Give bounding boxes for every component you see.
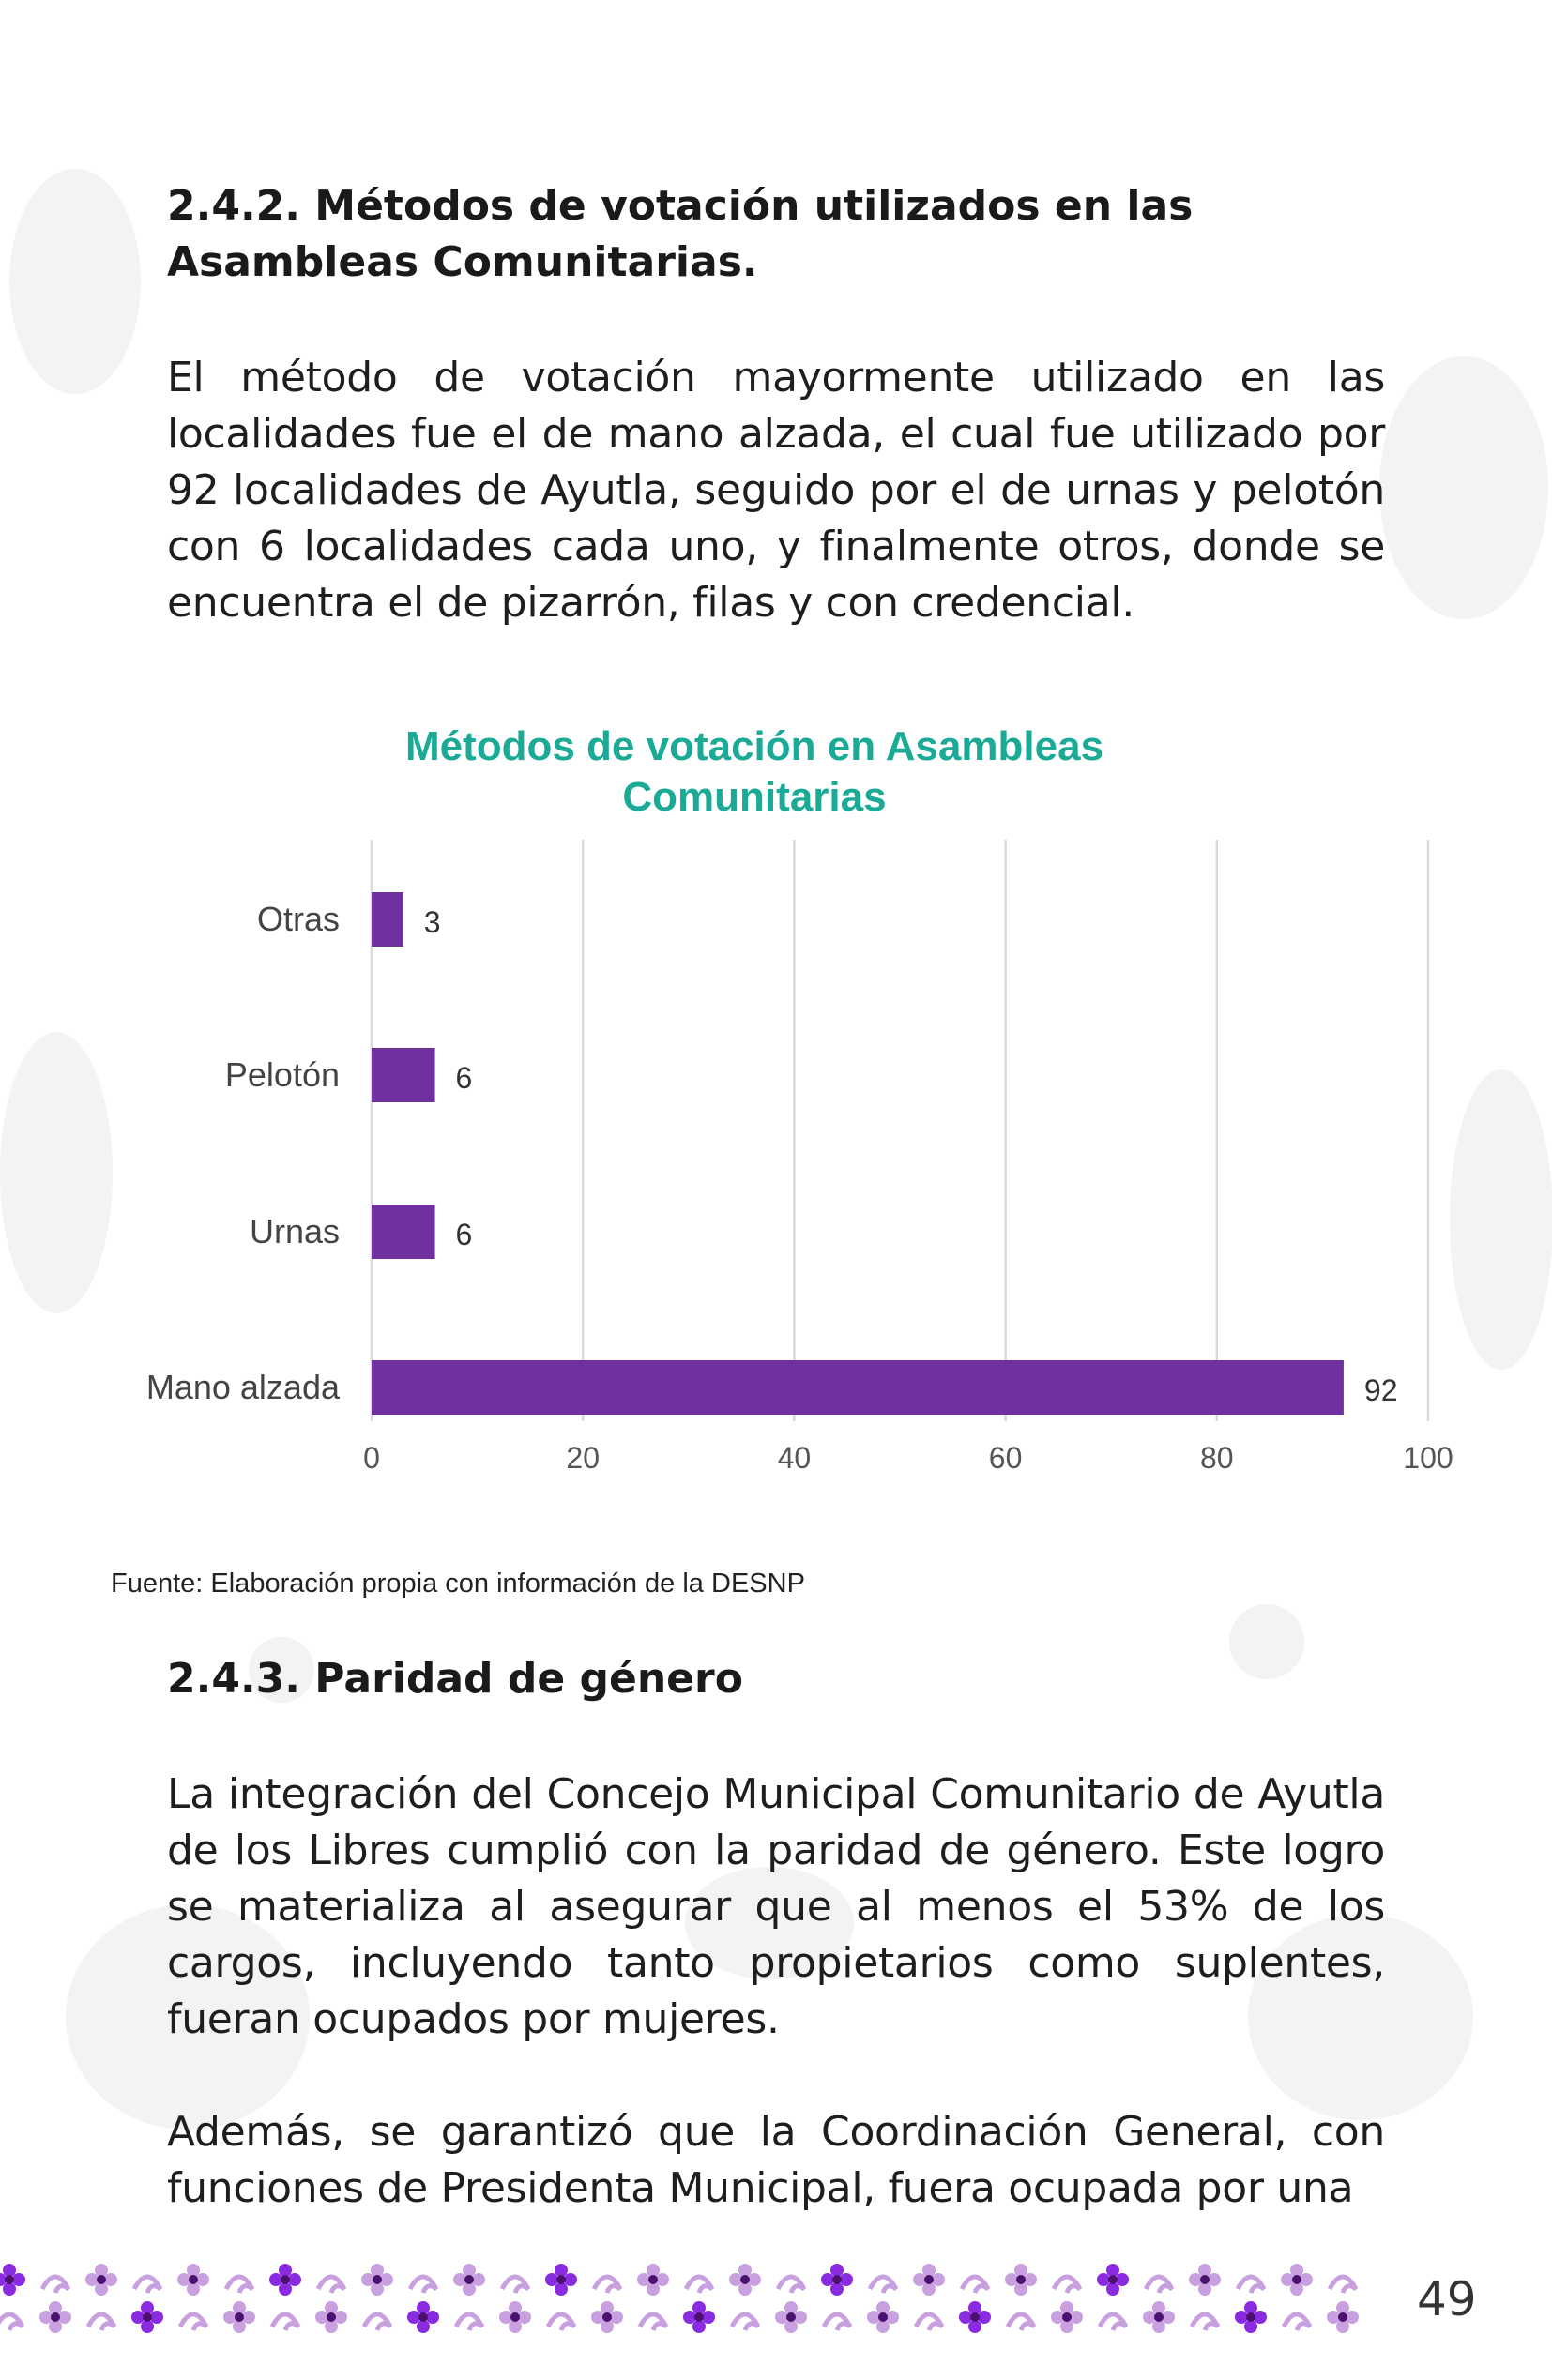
section-paragraph: La integración del Concejo Municipal Com…: [167, 1770, 1385, 2043]
embroidery-motif: [1189, 2264, 1221, 2331]
embroidery-motif: [1281, 2264, 1313, 2331]
data-label: 6: [456, 1218, 473, 1251]
embroidery-motif: [0, 2264, 25, 2331]
embroidery-motif: [1051, 2274, 1083, 2333]
embroidery-motif: [683, 2274, 715, 2333]
x-tick-label: 20: [566, 1441, 600, 1475]
category-label: Pelotón: [225, 1055, 340, 1094]
embroidery-motif: [729, 2264, 761, 2331]
chart-bars: [372, 892, 1344, 1415]
embroidery-motif: [269, 2264, 301, 2331]
chart-title-line1: Métodos de votación en Asambleas: [405, 723, 1103, 769]
embroidery-motif: [85, 2264, 117, 2331]
embroidery-motif: [453, 2264, 485, 2331]
chart-title-line2: Comunitarias: [622, 774, 886, 820]
data-label: 3: [424, 905, 441, 939]
bar-chart: Métodos de votación en Asambleas Comunit…: [146, 723, 1453, 1475]
bar: [372, 1360, 1344, 1415]
chart-labels: 0 20 40 60 80 100 Otras 3 Pelotón 6 Urnas 6 Mano alz…: [146, 900, 1453, 1475]
section-title: 2.4.2. Métodos de votación utilizados en…: [167, 182, 1194, 286]
x-tick-label: 100: [1403, 1441, 1453, 1475]
embroidery-motif: [1097, 2264, 1129, 2331]
data-label: 6: [456, 1061, 473, 1095]
embroidery-motif: [591, 2274, 623, 2333]
embroidery-motif: [131, 2274, 163, 2333]
embroidery-motif: [1327, 2274, 1359, 2333]
embroidery-motif: [545, 2264, 577, 2331]
embroidery-motif: [407, 2274, 439, 2333]
embroidery-motif: [775, 2274, 807, 2333]
section-title: 2.4.3. Paridad de género: [167, 1655, 743, 1703]
data-label: 92: [1364, 1373, 1398, 1407]
embroidery-motif: [1005, 2264, 1037, 2331]
embroidery-motif: [499, 2274, 531, 2333]
embroidery-motif: [177, 2264, 209, 2331]
category-label: Otras: [257, 900, 340, 938]
bar: [372, 1205, 435, 1259]
embroidery-motif: [1143, 2274, 1175, 2333]
section-paragraph: Además, se garantizó que la Coordinación…: [167, 2108, 1385, 2212]
embroidery-motif: [959, 2274, 991, 2333]
embroidery-motif: [223, 2274, 255, 2333]
embroidery-motif: [637, 2264, 669, 2331]
embroidery-motif: [361, 2264, 393, 2331]
embroidery-motif: [867, 2274, 899, 2333]
x-tick-label: 40: [778, 1441, 812, 1475]
bar: [372, 892, 403, 947]
embroidery-motif: [913, 2264, 945, 2331]
category-label: Urnas: [250, 1212, 340, 1251]
category-label: Mano alzada: [146, 1368, 341, 1406]
section-paragraph: El método de votación mayormente utiliza…: [167, 354, 1385, 627]
page-number: 49: [1417, 2272, 1477, 2327]
source-note: Fuente: Elaboración propia con informaci…: [111, 1569, 805, 1599]
embroidery-motif: [39, 2274, 71, 2333]
x-tick-label: 60: [989, 1441, 1023, 1475]
embroidery-footer-band: [0, 2264, 1359, 2333]
x-tick-label: 0: [363, 1441, 380, 1475]
embroidery-motif: [821, 2264, 853, 2331]
chart-gridlines: [370, 840, 1430, 1421]
bar: [372, 1048, 435, 1102]
embroidery-motif: [1235, 2274, 1267, 2333]
x-tick-label: 80: [1200, 1441, 1234, 1475]
embroidery-motif: [315, 2274, 347, 2333]
